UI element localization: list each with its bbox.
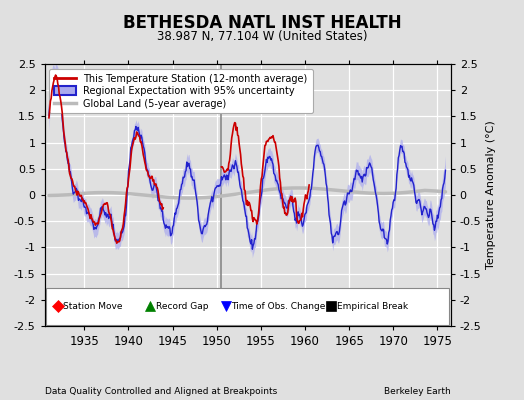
Legend: This Temperature Station (12-month average), Regional Expectation with 95% uncer: This Temperature Station (12-month avera… bbox=[49, 69, 312, 114]
Text: Time of Obs. Change: Time of Obs. Change bbox=[231, 302, 325, 311]
Text: 38.987 N, 77.104 W (United States): 38.987 N, 77.104 W (United States) bbox=[157, 30, 367, 43]
Text: Empirical Break: Empirical Break bbox=[337, 302, 408, 311]
Y-axis label: Temperature Anomaly (°C): Temperature Anomaly (°C) bbox=[486, 121, 496, 269]
Text: Data Quality Controlled and Aligned at Breakpoints: Data Quality Controlled and Aligned at B… bbox=[45, 387, 277, 396]
Text: Berkeley Earth: Berkeley Earth bbox=[384, 387, 451, 396]
Text: BETHESDA NATL INST HEALTH: BETHESDA NATL INST HEALTH bbox=[123, 14, 401, 32]
Text: Record Gap: Record Gap bbox=[156, 302, 208, 311]
FancyBboxPatch shape bbox=[46, 288, 449, 325]
Text: Station Move: Station Move bbox=[63, 302, 123, 311]
